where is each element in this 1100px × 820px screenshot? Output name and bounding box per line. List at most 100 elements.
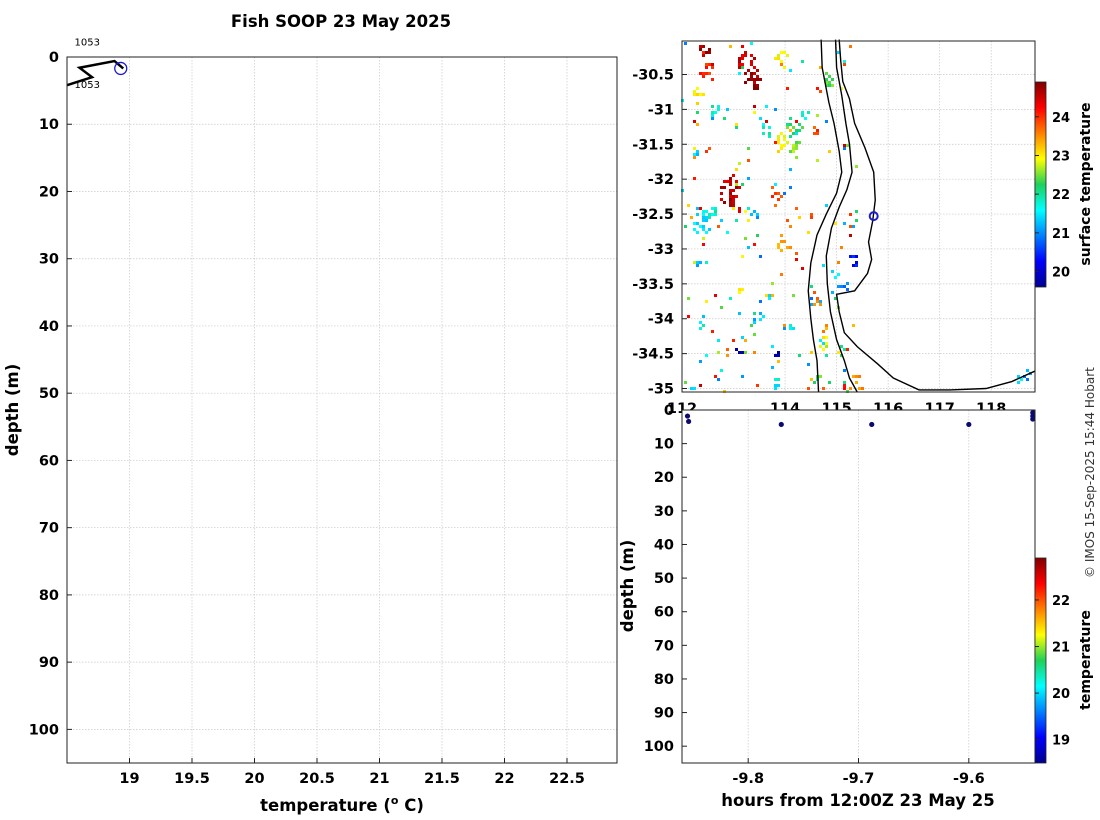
map-sst-cell	[837, 285, 840, 288]
map-sst-cell	[780, 60, 783, 63]
map-sst-cell	[816, 159, 819, 162]
map-sst-cell	[777, 354, 780, 357]
map-sst-cell	[816, 297, 819, 300]
map-sst-cell	[756, 213, 759, 216]
map-sst-cell	[780, 132, 783, 135]
section-ytick-label: 0	[664, 403, 674, 419]
map-sst-cell	[843, 63, 846, 66]
map-sst-cell	[753, 318, 756, 321]
map-sst-cell	[729, 297, 732, 300]
map-sst-cell	[774, 204, 777, 207]
map-sst-cell	[810, 285, 813, 288]
map-sst-cell	[774, 387, 777, 390]
map-sst-cell	[714, 375, 717, 378]
map-sst-cell	[858, 387, 861, 390]
map-sst-cell	[849, 213, 852, 216]
map-sst-cell	[777, 141, 780, 144]
map-sst-cell	[726, 108, 729, 111]
map-sst-cell	[750, 324, 753, 327]
map-sst-cell	[750, 54, 753, 57]
map-sst-cell	[792, 132, 795, 135]
map-sst-cell	[720, 186, 723, 189]
map-sst-cell	[816, 114, 819, 117]
map-sst-cell	[822, 264, 825, 267]
map-sst-cell	[852, 375, 855, 378]
map-sst-cell	[720, 219, 723, 222]
map-sst-cell	[693, 222, 696, 225]
profile-ytick-label: 40	[39, 319, 59, 335]
map-sst-cell	[780, 249, 783, 252]
map-sst-cell	[702, 216, 705, 219]
map-sst-cell	[696, 207, 699, 210]
section-points	[684, 410, 1036, 428]
section-ticks: -9.8 -9.7 -9.6 0 10 20 30 40 50 60 70 80 90 100	[644, 403, 985, 787]
map-sst-cell	[744, 72, 747, 75]
map-coastline	[807, 39, 1036, 393]
map-sst-cell	[822, 348, 825, 351]
map-sst-cell	[825, 345, 828, 348]
map-colorbar-tick-label: 21	[1052, 227, 1070, 242]
map-sst-cell	[792, 150, 795, 153]
map-sst-cell	[732, 174, 735, 177]
map-sst-cell	[843, 387, 846, 390]
map-sst-cell	[711, 213, 714, 216]
map-sst-cell	[729, 204, 732, 207]
map-sst-cell	[714, 207, 717, 210]
section-point	[869, 421, 875, 428]
map-sst-cell	[816, 132, 819, 135]
map-sst-cell	[699, 261, 702, 264]
map-ytick-label: -33	[648, 242, 674, 258]
map-sst-cell	[729, 180, 732, 183]
map-sst-cell	[705, 354, 708, 357]
profile-ylabel: depth (m)	[3, 364, 22, 456]
map-sst-cell	[789, 324, 792, 327]
map-sst-cell	[813, 126, 816, 129]
profile-ytick-label: 100	[29, 722, 59, 738]
map-sst-cell	[741, 336, 744, 339]
map-sst-cell	[774, 108, 777, 111]
map-sst-cell	[702, 54, 705, 57]
map-sst-cell	[732, 201, 735, 204]
map-sst-cell	[714, 210, 717, 213]
map-sst-cell	[846, 348, 849, 351]
map-sst-cell	[699, 207, 702, 210]
map-sst-cell	[762, 126, 765, 129]
map-sst-cell	[837, 51, 840, 54]
map-sst-cell	[831, 291, 834, 294]
map-sst-cell	[744, 339, 747, 342]
map-sst-cell	[1017, 375, 1020, 378]
map-sst-cell	[717, 225, 720, 228]
map-sst-cell	[738, 57, 741, 60]
map-sst-cell	[711, 63, 714, 66]
map-sst-cell	[789, 186, 792, 189]
map-sst-cell	[729, 183, 732, 186]
map-sst-cell	[768, 294, 771, 297]
map-sst-cell	[720, 306, 723, 309]
map-sst-cell	[813, 291, 816, 294]
section-ytick-label: 70	[654, 638, 674, 654]
map-sst-cell	[738, 186, 741, 189]
map-sst-cell	[789, 117, 792, 120]
profile-start-marker	[114, 61, 128, 76]
map-sst-cell	[831, 270, 834, 273]
map-sst-cell	[753, 321, 756, 324]
map-sst-cell	[810, 213, 813, 216]
profile-annotation: 1053	[75, 80, 100, 91]
map-sst-cell	[1026, 369, 1029, 372]
map-sst-cell	[771, 345, 774, 348]
map-sst-cell	[753, 72, 756, 75]
map-sst-cell	[705, 231, 708, 234]
map-sst-cell	[780, 51, 783, 54]
map-sst-cell	[774, 354, 777, 357]
map-sst-cell	[780, 63, 783, 66]
map-sst-cell	[777, 243, 780, 246]
map-sst-cell	[780, 144, 783, 147]
map-sst-cell	[1026, 378, 1029, 381]
map-sst-cell	[705, 51, 708, 54]
map-sst-cell	[855, 261, 858, 264]
map-sst-cell	[693, 120, 696, 123]
section-ytick-label: 30	[654, 504, 674, 520]
map-sst-cell	[744, 51, 747, 54]
map-sst-cell	[732, 189, 735, 192]
map-channel-left-line	[807, 39, 843, 393]
